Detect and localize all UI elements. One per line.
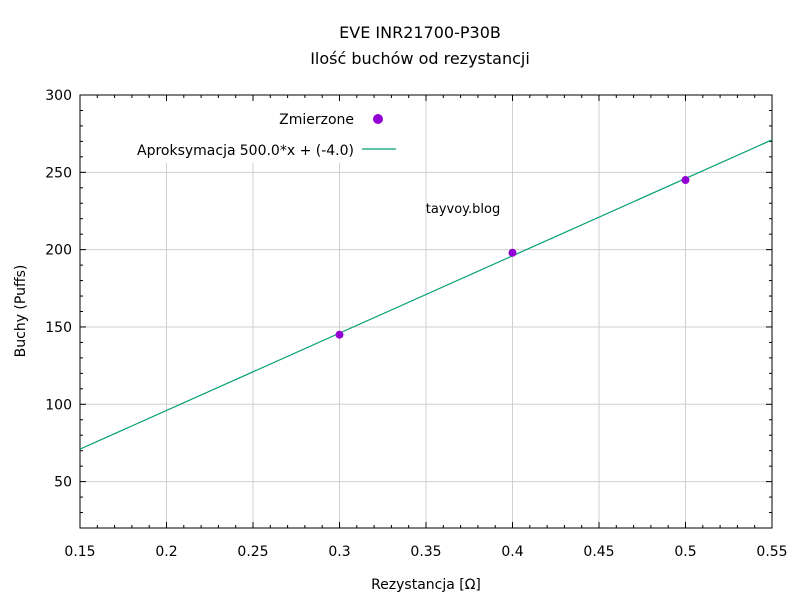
legend: Zmierzone Aproksymacja 500.0*x + (-4.0) [137, 112, 396, 159]
y-tick-label: 150 [45, 320, 72, 336]
grid [80, 95, 772, 528]
x-tick-label: 0.55 [756, 544, 787, 560]
tick-labels: 0.15 0.2 0.25 0.3 0.35 0.4 0.45 0.5 0.55 50 100 150… [45, 88, 787, 560]
y-tick-label: 100 [45, 397, 72, 413]
chart-title: EVE INR21700-P30B [339, 23, 501, 42]
data-point [681, 176, 690, 185]
legend-marker-zmierzone [373, 114, 383, 124]
legend-label-zmierzone: Zmierzone [279, 112, 354, 128]
x-tick-label: 0.45 [583, 544, 614, 560]
series-layer [79, 139, 773, 450]
y-tick-label: 200 [45, 243, 72, 259]
y-tick-label: 250 [45, 165, 72, 181]
x-tick-label: 0.5 [674, 544, 696, 560]
x-tick-label: 0.3 [328, 544, 350, 560]
x-tick-label: 0.4 [501, 544, 523, 560]
data-point [335, 330, 344, 339]
y-tick-label: 50 [54, 475, 72, 491]
x-axis-label: Rezystancja [Ω] [371, 577, 481, 593]
watermark-annotation: tayvoy.blog [426, 202, 500, 217]
y-tick-label: 300 [45, 88, 72, 104]
plot-frame [79, 94, 773, 529]
fit-line [79, 139, 773, 450]
x-tick-label: 0.35 [410, 544, 441, 560]
x-tick-label: 0.2 [155, 544, 177, 560]
legend-label-aproksymacja: Aproksymacja [137, 143, 236, 159]
x-tick-label: 0.25 [237, 544, 268, 560]
legend-formula: 500.0*x + (-4.0) [240, 143, 354, 159]
y-axis-label: Buchy (Puffs) [13, 265, 29, 358]
data-point [508, 248, 517, 257]
chart-subtitle: Ilość buchów od rezystancji [310, 49, 530, 68]
x-tick-label: 0.15 [64, 544, 95, 560]
